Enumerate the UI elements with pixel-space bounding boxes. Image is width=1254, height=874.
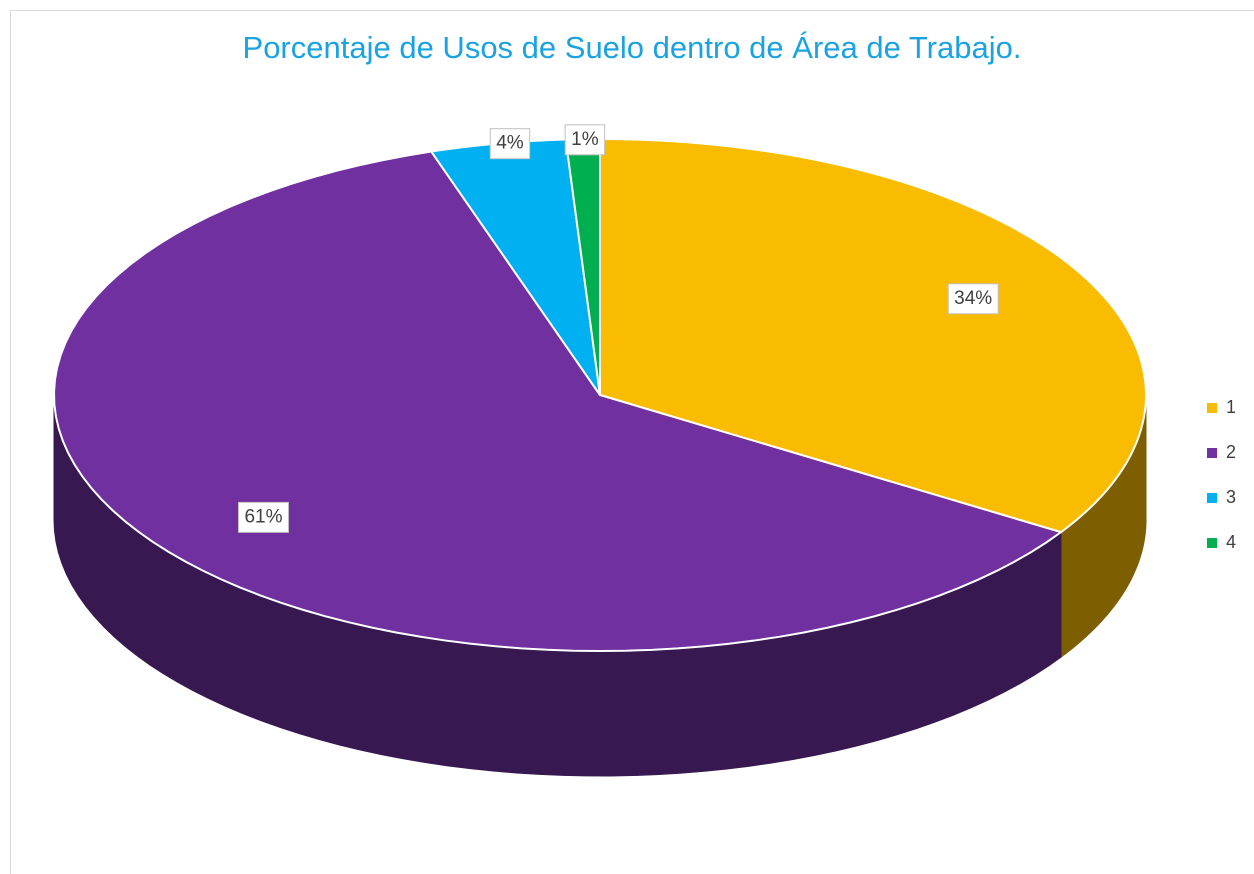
legend-label: 1 [1226, 397, 1236, 417]
legend-swatch [1207, 403, 1217, 413]
slice [599, 137, 1147, 534]
data-label-text: 4% [496, 133, 524, 154]
slice [53, 150, 1064, 653]
legend-swatch [1207, 493, 1217, 503]
data-label-text: 1% [571, 129, 599, 150]
data-label-box [237, 501, 290, 533]
data-label [947, 283, 999, 315]
data-label [237, 501, 290, 533]
data-label-box [564, 124, 606, 156]
data-label [564, 124, 606, 156]
legend-label: 4 [1226, 532, 1236, 552]
data-label [489, 128, 531, 160]
legend-swatch [1207, 538, 1217, 548]
data-label-box [947, 283, 999, 315]
legend-label: 3 [1226, 487, 1236, 507]
chart-title: Porcentaje de Usos de Suelo dentro de Ár… [243, 30, 1022, 65]
legend-label: 2 [1226, 442, 1236, 462]
data-label-box [489, 128, 531, 160]
data-label-text: 61% [244, 506, 282, 527]
data-label-text: 34% [954, 288, 992, 309]
legend-swatch [1207, 448, 1217, 458]
